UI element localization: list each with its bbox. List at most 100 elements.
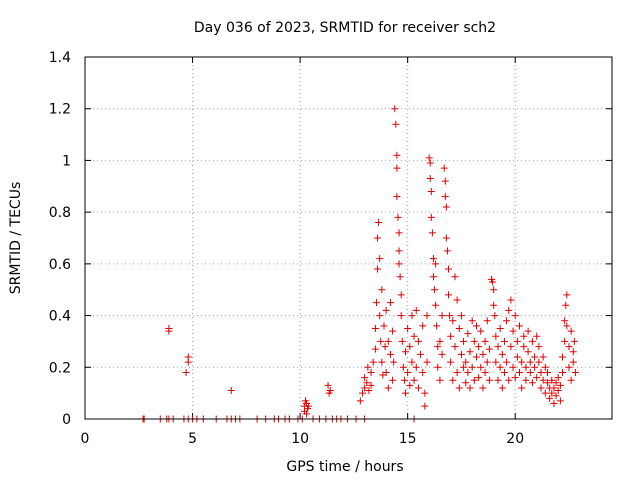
- data-point: [546, 394, 554, 402]
- data-point: [494, 376, 502, 384]
- data-point: [417, 350, 425, 358]
- data-point: [554, 387, 562, 395]
- data-point: [494, 343, 502, 351]
- data-point: [563, 322, 571, 330]
- data-point: [533, 332, 541, 340]
- data-point: [436, 337, 444, 345]
- x-axis-title: GPS time / hours: [286, 459, 403, 475]
- data-point: [457, 350, 465, 358]
- data-point: [569, 358, 577, 366]
- data-point: [432, 301, 440, 309]
- data-point: [426, 175, 434, 183]
- data-point: [492, 358, 500, 366]
- data-point: [419, 368, 427, 376]
- data-point: [369, 358, 377, 366]
- data-point: [438, 312, 446, 320]
- data-point: [455, 384, 463, 392]
- data-point: [432, 260, 440, 268]
- data-point: [455, 325, 463, 332]
- data-point: [496, 363, 504, 371]
- data-point: [423, 312, 431, 320]
- data-point: [533, 374, 541, 382]
- data-point: [565, 343, 573, 351]
- data-point: [446, 312, 454, 320]
- tick-labels: 0 5 10 15 20 0 0.2 0.4 0.6 0.8 1 1.2 1.4: [49, 50, 524, 447]
- data-point: [445, 265, 453, 273]
- data-point: [481, 368, 489, 376]
- data-point: [436, 376, 444, 384]
- data-point: [404, 368, 412, 376]
- data-point: [548, 376, 556, 384]
- data-point: [371, 345, 379, 353]
- data-point: [522, 363, 530, 371]
- data-point: [361, 384, 369, 392]
- chart-title: Day 036 of 2023, SRMTID for receiver sch…: [194, 20, 496, 36]
- data-point: [554, 374, 562, 382]
- data-point: [447, 358, 455, 366]
- data-point: [559, 353, 567, 361]
- x-tick-label: 10: [291, 431, 309, 447]
- data-point: [513, 353, 521, 361]
- data-point: [550, 384, 558, 392]
- data-point: [513, 337, 521, 345]
- data-point: [441, 177, 449, 185]
- data-point: [507, 296, 515, 304]
- data-point: [441, 193, 449, 201]
- data-point: [443, 247, 451, 255]
- data-point: [464, 330, 472, 338]
- data-point: [371, 325, 379, 332]
- y-axis-title: SRMTID / TECUs: [8, 182, 24, 295]
- y-tick-label: 0.2: [49, 360, 71, 376]
- y-tick-label: 0.6: [49, 257, 71, 273]
- data-point: [479, 350, 487, 358]
- data-point: [380, 322, 388, 330]
- data-point: [433, 322, 441, 330]
- data-point: [378, 358, 386, 366]
- data-point: [505, 376, 513, 384]
- data-point: [406, 343, 414, 351]
- data-point: [470, 376, 478, 384]
- data-point: [526, 358, 534, 366]
- data-point: [451, 343, 459, 351]
- data-point: [569, 348, 577, 356]
- data-point: [500, 368, 508, 376]
- data-point: [396, 273, 404, 281]
- data-point: [395, 229, 403, 237]
- data-point: [485, 376, 493, 384]
- data-point: [489, 278, 497, 286]
- data-point: [453, 296, 461, 304]
- data-point: [434, 343, 442, 351]
- data-point: [376, 255, 384, 263]
- data-point: [393, 193, 401, 201]
- data-point: [326, 387, 334, 395]
- data-point: [427, 213, 435, 221]
- data-point: [490, 286, 498, 294]
- data-point: [408, 358, 416, 366]
- data-point: [563, 291, 571, 299]
- data-point: [227, 387, 235, 395]
- data-point: [397, 291, 405, 299]
- y-tick-label: 0.8: [49, 205, 71, 221]
- data-point: [386, 350, 394, 358]
- data-point: [537, 384, 545, 392]
- data-point: [500, 337, 508, 345]
- data-point: [398, 337, 406, 345]
- y-tick-label: 1.2: [49, 102, 71, 118]
- data-point: [449, 317, 457, 325]
- data-point: [511, 374, 519, 382]
- x-tick-label: 15: [399, 431, 417, 447]
- data-point: [412, 363, 420, 371]
- data-point: [447, 332, 455, 340]
- data-point: [410, 332, 418, 340]
- data-point: [524, 327, 532, 335]
- data-point: [531, 353, 539, 361]
- data-point: [381, 343, 389, 351]
- data-point: [425, 154, 433, 162]
- data-point: [460, 337, 468, 345]
- data-point: [503, 317, 511, 325]
- data-point: [440, 164, 448, 172]
- data-points: [139, 105, 579, 423]
- data-point: [516, 368, 524, 376]
- data-point: [402, 348, 410, 356]
